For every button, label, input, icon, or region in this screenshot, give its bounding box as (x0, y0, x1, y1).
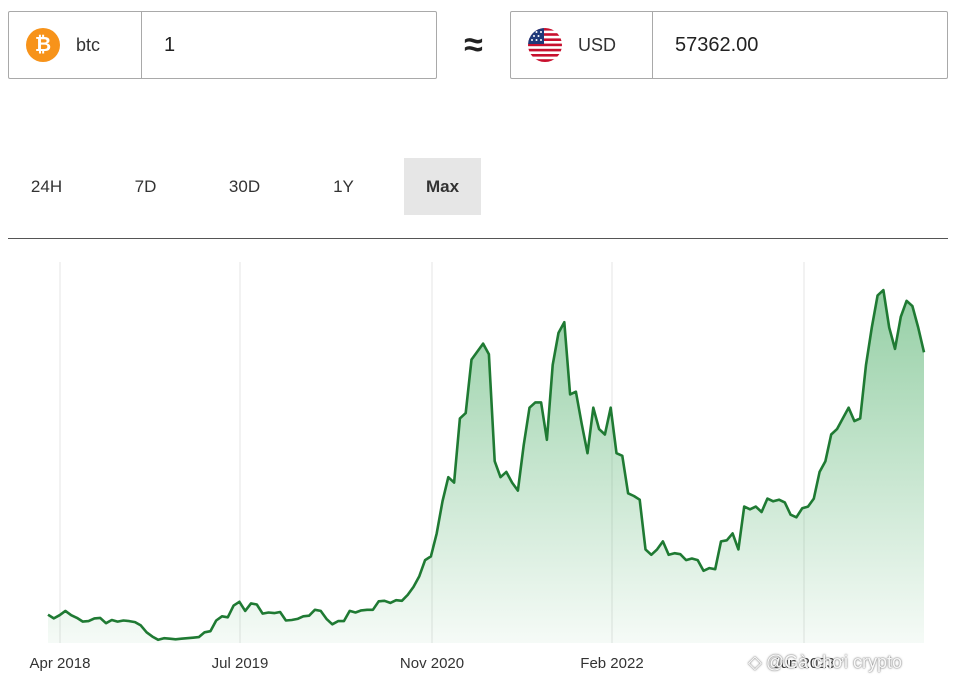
chart-divider (8, 238, 948, 239)
x-tick-label: Jul 2019 (212, 655, 269, 672)
x-tick-label: Jun 2023 (773, 655, 835, 672)
x-tick-label: Feb 2022 (580, 655, 643, 672)
x-tick-label: Apr 2018 (30, 655, 91, 672)
watermark-text: @Gà chơi crypto (765, 652, 902, 672)
to-currency-box: USD (510, 11, 948, 79)
to-amount-input[interactable] (653, 12, 947, 78)
approx-symbol: ≈ (464, 25, 483, 64)
from-currency-code: btc (76, 34, 101, 55)
price-chart[interactable]: Apr 2018 Jul 2019 Nov 2020 Feb 2022 Jun 2023 (0, 240, 959, 688)
time-range-tabs: 24H 7D 30D 1Y Max (8, 158, 503, 215)
x-tick-label: Nov 2020 (400, 655, 464, 672)
from-currency-selector[interactable]: ₿ btc (9, 12, 142, 78)
to-currency-code: USD (578, 34, 617, 55)
tab-24h[interactable]: 24H (30, 176, 63, 196)
us-flag-icon (528, 28, 562, 62)
watermark: ◇ @Gà chơi crypto (748, 652, 902, 673)
tab-1y[interactable]: 1Y (333, 176, 354, 196)
diamond-icon: ◇ (748, 652, 762, 672)
tab-30d[interactable]: 30D (228, 176, 261, 196)
price-area (48, 290, 924, 643)
price-line (47, 288, 926, 642)
to-currency-selector[interactable]: USD (511, 12, 653, 78)
from-currency-box: ₿ btc (8, 11, 437, 79)
bitcoin-icon: ₿ (26, 28, 60, 62)
tab-7d[interactable]: 7D (134, 176, 157, 196)
from-amount-input[interactable] (142, 12, 436, 78)
tab-max[interactable]: Max (404, 158, 481, 215)
